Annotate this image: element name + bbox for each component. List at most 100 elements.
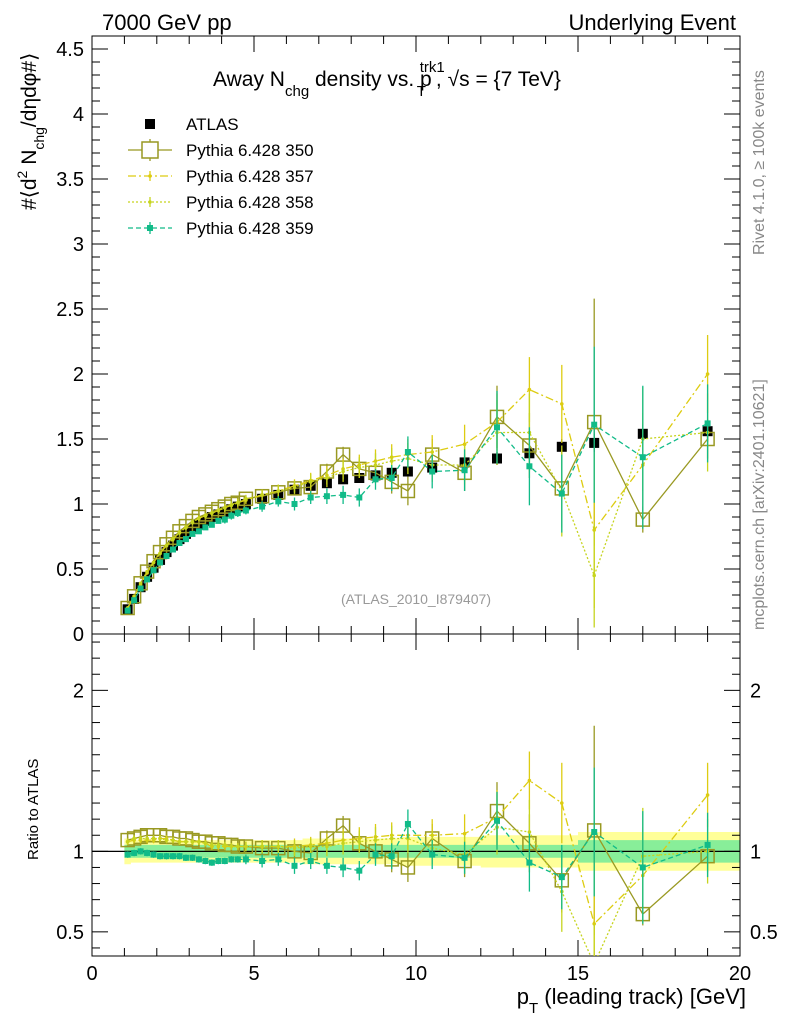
ratio-point xyxy=(157,853,164,860)
ylabel-b: N xyxy=(18,150,41,171)
ratio-point xyxy=(131,849,138,856)
mc-point xyxy=(238,491,254,507)
main-ylabel: #⟨d2 Nchg/dηdφ#⟩ xyxy=(14,53,47,210)
x-tick-label: 20 xyxy=(729,963,751,985)
ratio-point xyxy=(210,843,214,847)
title-part-a: Away N xyxy=(213,68,285,91)
mc-point xyxy=(145,569,149,574)
title-part-b: density vs. p xyxy=(309,68,432,91)
y-tick-label: 2 xyxy=(73,364,84,386)
ratio-point xyxy=(170,853,176,860)
y-tick-label-right: 2 xyxy=(750,680,761,702)
y-tick-label: 4.5 xyxy=(56,39,84,61)
ratio-point xyxy=(325,844,329,849)
ratio-point xyxy=(388,853,395,860)
ratio-point xyxy=(234,856,241,863)
mc-point xyxy=(308,480,313,484)
mc-point xyxy=(704,420,711,427)
mc-point xyxy=(137,585,144,592)
legend: ATLAS Pythia 6.428 350 Pythia 6.428 357 Pyt… xyxy=(128,115,314,238)
ratio-point xyxy=(527,778,532,783)
ratio-panel: 0 5 10 15 20 0.5 0.5 1 1 2 2 Ratio to ATLAS pT (le… xyxy=(25,633,778,1017)
title-sub2: T xyxy=(417,83,426,100)
ratio-point xyxy=(216,843,221,847)
ratio-point xyxy=(308,844,313,849)
mc-point xyxy=(221,516,228,523)
xlabel-a: p xyxy=(517,984,529,1009)
mc-point xyxy=(291,501,298,507)
mc-point xyxy=(526,463,533,470)
legend-label: Pythia 6.428 359 xyxy=(186,219,314,238)
ratio-point xyxy=(132,836,136,841)
ratio-point xyxy=(527,830,532,834)
ratio-point xyxy=(242,856,249,863)
y-tick-label-right: 1 xyxy=(750,841,761,863)
ratio-point xyxy=(137,848,144,855)
legend-label: Pythia 6.428 357 xyxy=(186,167,314,186)
ratio-point xyxy=(184,839,188,844)
ratio-point xyxy=(292,846,297,850)
ratio-point xyxy=(203,841,208,846)
mc-point xyxy=(144,576,151,583)
ratio-point xyxy=(429,851,436,858)
ratio-point xyxy=(150,851,157,858)
ratio-point xyxy=(259,858,266,865)
legend-label: Pythia 6.428 350 xyxy=(186,141,314,160)
ratio-point xyxy=(400,860,416,875)
x-tick-label: 0 xyxy=(86,963,97,985)
mcplots-label: mcplots.cern.ch [arXiv:2401.10621] xyxy=(751,379,768,630)
ylabel-sub: chg xyxy=(31,127,47,150)
mc-point xyxy=(182,536,189,543)
ratio-point xyxy=(276,844,281,849)
legend-label: ATLAS xyxy=(186,115,239,134)
mc-point xyxy=(340,491,347,498)
y-tick-label-right: 0.5 xyxy=(750,922,778,944)
mc-point xyxy=(208,521,215,528)
mc-point xyxy=(223,506,227,510)
mc-point xyxy=(389,459,394,463)
mc-point xyxy=(138,581,143,586)
ratio-point xyxy=(526,859,533,866)
ratio-point xyxy=(202,858,209,865)
x-tick-label: 10 xyxy=(405,963,427,985)
mc-point xyxy=(210,511,214,515)
header-right: Underlying Event xyxy=(568,10,736,35)
ratio-point xyxy=(197,839,201,844)
ratio-point xyxy=(221,858,228,865)
ratio-point xyxy=(164,838,169,842)
mc-point xyxy=(132,594,136,599)
mc-point xyxy=(341,469,345,474)
ratio-point xyxy=(704,841,711,848)
mc-point xyxy=(372,476,379,483)
title-part-c: , √s = {7 TeV} xyxy=(436,68,561,91)
mc-point xyxy=(215,517,222,524)
ratio-point xyxy=(223,843,227,847)
mc-point xyxy=(527,387,532,392)
mc-point xyxy=(558,490,565,497)
mc-point xyxy=(276,489,281,493)
mc-point xyxy=(461,467,468,474)
mc-point xyxy=(197,516,201,521)
ratio-series-clipped xyxy=(120,725,715,956)
mc-point xyxy=(592,573,596,578)
mc-point xyxy=(356,494,363,501)
ratio-point xyxy=(340,864,347,871)
xlabel-b: (leading track) [GeV] xyxy=(538,984,746,1009)
rivet-label: Rivet 4.1.0, ≥ 100k events xyxy=(751,70,768,255)
ratio-point xyxy=(124,851,131,858)
mc-point xyxy=(373,463,378,467)
x-tick-label: 15 xyxy=(567,963,589,985)
mc-point xyxy=(202,524,209,531)
y-tick-label: 2.5 xyxy=(56,299,84,321)
ratio-point xyxy=(177,839,182,844)
mc-point xyxy=(190,520,195,524)
ratio-point xyxy=(144,849,151,856)
mc-point xyxy=(228,512,235,519)
mc-point xyxy=(242,507,249,514)
mc-point xyxy=(203,513,208,518)
x-tick-label: 5 xyxy=(248,963,259,985)
mc-point xyxy=(171,537,175,541)
y-tick-label: 4 xyxy=(73,104,84,126)
legend-marker xyxy=(148,174,152,178)
